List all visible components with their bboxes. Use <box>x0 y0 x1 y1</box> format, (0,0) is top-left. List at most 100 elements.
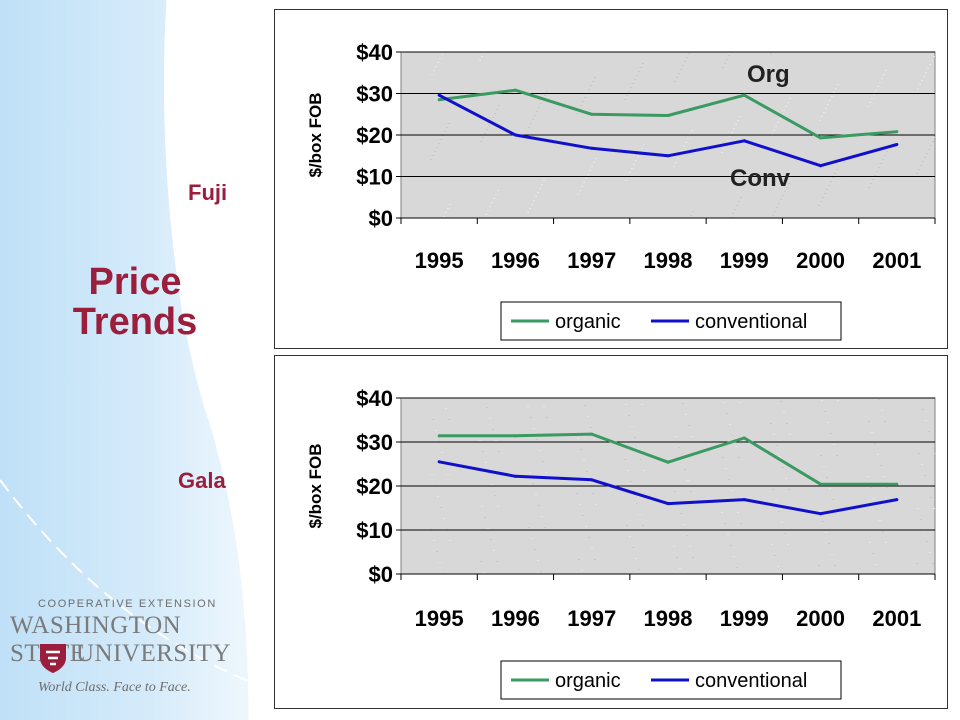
plot-texture-dot <box>440 139 442 140</box>
annotation-label-org: Org <box>747 61 790 88</box>
y-tick-label: $40 <box>356 386 393 411</box>
data-point-organic <box>437 98 441 102</box>
plot-texture-dot <box>829 100 831 101</box>
plot-texture-dot <box>772 489 774 490</box>
plot-texture-dot <box>641 404 643 405</box>
plot-texture-dot <box>435 66 437 67</box>
plot-texture-dot <box>925 72 927 73</box>
plot-texture-dot <box>675 436 677 437</box>
plot-texture-dot <box>779 456 781 457</box>
plot-texture-dot <box>834 565 836 566</box>
plot-texture-dot <box>919 84 921 85</box>
plot-texture-dot <box>926 153 928 154</box>
plot-texture-dot <box>586 471 588 472</box>
x-tick-label: 1997 <box>567 606 616 631</box>
plot-texture-dot <box>493 550 495 551</box>
plot-texture-dot <box>434 151 436 152</box>
plot-texture-dot <box>637 448 639 449</box>
plot-texture-dot <box>481 56 483 57</box>
plot-texture-dot <box>683 146 685 147</box>
x-tick-label: 2001 <box>872 606 921 631</box>
y-tick-label: $10 <box>356 165 393 190</box>
plot-texture-dot <box>883 74 885 75</box>
plot-texture-dot <box>876 171 878 172</box>
plot-texture-dot <box>674 81 676 82</box>
plot-texture-dot <box>531 538 533 539</box>
plot-texture-dot <box>929 64 931 65</box>
plot-texture-dot <box>825 108 827 109</box>
plot-texture-dot <box>630 481 632 482</box>
x-tick-label: 1998 <box>644 606 693 631</box>
plot-texture-dot <box>826 477 828 478</box>
plot-texture-dot <box>823 466 825 467</box>
y-axis-label: $/box FOB <box>306 92 325 177</box>
plot-texture-dot <box>831 554 833 555</box>
plot-texture-dot <box>690 491 692 492</box>
plot-texture-dot <box>726 413 728 414</box>
plot-texture-dot <box>916 173 918 174</box>
plot-texture-dot <box>822 521 824 522</box>
annotation-label-conv: Conv <box>730 165 791 192</box>
plot-texture-dot <box>431 474 433 475</box>
plot-texture-dot <box>774 555 776 556</box>
plot-texture-dot <box>674 491 676 492</box>
plot-texture-dot <box>773 434 775 435</box>
plot-texture-dot <box>630 87 632 88</box>
plot-texture-dot <box>775 126 777 127</box>
x-tick-label: 2000 <box>796 248 845 273</box>
plot-texture-dot <box>737 120 739 121</box>
gala-chart-panel: $0 $10 $20 $30 $40 1995 1996 1997 1998 1999 2000 20… <box>274 355 948 709</box>
plot-texture-dot <box>436 551 438 552</box>
legend-label-conventional: conventional <box>695 311 807 333</box>
data-point-conventional <box>513 474 517 478</box>
plot-texture-dot <box>583 182 585 183</box>
plot-texture-dot <box>591 548 593 549</box>
plot-texture-dot <box>532 119 534 120</box>
plot-texture-dot <box>493 198 495 199</box>
plot-texture-dot <box>439 58 441 59</box>
plot-texture-dot <box>584 405 586 406</box>
y-tick-label: $20 <box>356 474 393 499</box>
plot-texture-dot <box>484 517 486 518</box>
plot-texture-dot <box>673 166 675 167</box>
plot-texture-dot <box>443 518 445 519</box>
plot-texture-dot <box>634 79 636 80</box>
plot-texture-dot <box>632 83 634 84</box>
plot-texture-dot <box>534 549 536 550</box>
plot-texture-dot <box>735 124 737 125</box>
plot-texture-dot <box>542 461 544 462</box>
plot-texture-dot <box>485 214 487 215</box>
plot-texture-dot <box>690 215 692 216</box>
plot-texture-dot <box>789 434 791 435</box>
plot-texture-dot <box>833 92 835 93</box>
plot-texture-dot <box>821 116 823 117</box>
plot-texture-dot <box>498 105 500 106</box>
data-point-conventional <box>437 93 441 97</box>
legend-label-conventional: conventional <box>695 670 807 692</box>
cougar-shield-icon <box>40 644 66 673</box>
plot-texture-dot <box>878 399 880 400</box>
plot-texture-dot <box>576 113 578 114</box>
plot-texture-dot <box>688 425 690 426</box>
data-point-organic <box>895 482 899 486</box>
plot-texture-dot <box>738 457 740 458</box>
plot-texture-dot <box>721 512 723 513</box>
plot-texture-dot <box>778 511 780 512</box>
plot-texture-dot <box>780 401 782 402</box>
data-point-conventional <box>590 146 594 150</box>
y-tick-label: $30 <box>356 430 393 455</box>
x-tick-label: 2000 <box>796 606 845 631</box>
plot-texture-dot <box>680 513 682 514</box>
plot-texture-dot <box>930 497 932 498</box>
plot-texture-dot <box>625 404 627 405</box>
x-tick-label: 1995 <box>415 606 464 631</box>
plot-texture-dot <box>835 88 837 89</box>
plot-texture-dot <box>536 439 538 440</box>
plot-texture-dot <box>592 493 594 494</box>
plot-texture-dot <box>723 148 725 149</box>
plot-texture-dot <box>534 115 536 116</box>
plot-texture-dot <box>584 97 586 98</box>
plot-texture-dot <box>837 84 839 85</box>
plot-texture-dot <box>593 438 595 439</box>
plot-texture-dot <box>441 54 443 55</box>
